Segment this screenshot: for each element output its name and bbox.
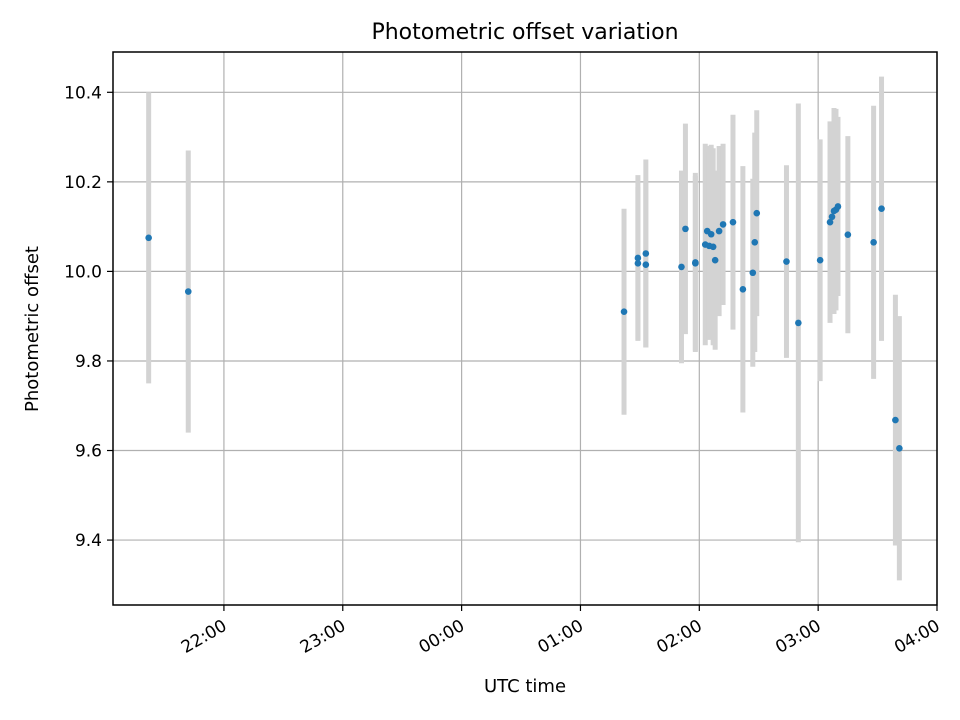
y-tick-label: 9.8	[75, 352, 102, 372]
data-point	[729, 218, 737, 226]
y-tick-label: 10.2	[64, 173, 102, 193]
data-point	[642, 261, 650, 268]
data-point	[783, 258, 790, 265]
data-point	[795, 319, 802, 327]
data-point	[634, 260, 642, 267]
data-point	[145, 234, 152, 242]
data-point	[707, 230, 715, 238]
data-point	[844, 231, 852, 238]
data-point	[620, 308, 628, 316]
data-point	[828, 213, 836, 221]
plot-frame	[112, 51, 938, 606]
data-points	[145, 203, 903, 452]
data-point	[749, 269, 757, 277]
data-point	[870, 239, 877, 246]
data-point	[896, 444, 903, 452]
data-point	[634, 254, 642, 262]
data-point	[715, 227, 723, 235]
y-tick-label: 10.0	[64, 262, 102, 282]
y-tick-label: 10.4	[64, 83, 102, 103]
data-point	[834, 203, 842, 210]
y-axis-label: Photometric offset	[22, 246, 43, 412]
data-point	[826, 218, 834, 226]
data-point	[184, 288, 192, 295]
data-point	[692, 260, 699, 267]
data-point	[751, 239, 759, 246]
y-tick-label: 9.4	[75, 531, 102, 551]
data-point	[642, 250, 650, 257]
x-axis-label: UTC time	[484, 676, 566, 697]
data-point	[711, 256, 719, 264]
data-point	[709, 243, 717, 251]
data-point	[682, 225, 689, 233]
data-point	[816, 256, 824, 264]
data-point	[739, 286, 747, 293]
data-point	[719, 221, 727, 228]
data-point	[753, 209, 761, 217]
data-point	[892, 416, 899, 424]
y-axis-ticks: 9.4 9.6 9.8 10.0 10.2 10.4	[64, 83, 113, 551]
y-tick-label: 9.6	[75, 442, 102, 462]
data-point	[878, 205, 885, 213]
data-point	[678, 263, 685, 271]
chart-title: Photometric offset variation	[371, 20, 678, 45]
